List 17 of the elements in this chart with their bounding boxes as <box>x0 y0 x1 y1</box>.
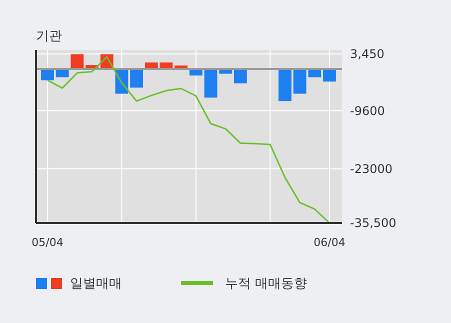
y-tick-label: -9600 <box>350 104 385 118</box>
y-tick-label: -35,500 <box>350 216 396 230</box>
y-tick-label: -23000 <box>350 162 393 176</box>
bar <box>278 68 292 102</box>
legend-label: 누적 매매동향 <box>225 276 308 292</box>
legend-label: 일별매매 <box>70 276 122 292</box>
bar <box>130 68 144 88</box>
x-tick-label: 05/04 <box>32 236 64 249</box>
bar <box>234 68 247 84</box>
y-tick-label: 3,450 <box>350 47 384 62</box>
x-tick-label: 06/04 <box>314 236 346 249</box>
bar <box>204 68 218 98</box>
bar <box>323 68 336 82</box>
bar <box>70 54 84 69</box>
chart-title: 기관 <box>36 29 62 44</box>
line-series <box>46 56 330 224</box>
bar <box>41 68 54 80</box>
